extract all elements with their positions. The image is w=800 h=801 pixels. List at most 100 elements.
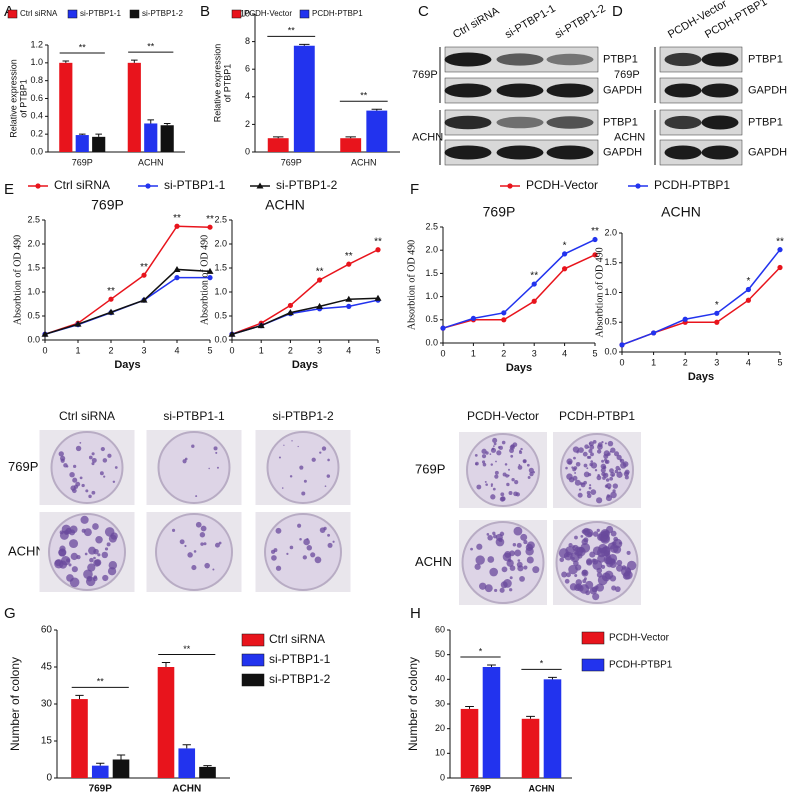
colony: [69, 471, 75, 478]
bar: [157, 667, 175, 778]
colony: [494, 474, 499, 479]
colony: [107, 453, 112, 458]
error-bar: [161, 662, 171, 667]
colony: [590, 460, 594, 463]
colony: [104, 527, 115, 537]
point: [228, 330, 236, 337]
error-bar: [163, 122, 171, 126]
colony: [515, 492, 520, 497]
y-axis-label: Number of colony: [8, 657, 22, 751]
legend-swatch: [241, 653, 265, 667]
colony: [586, 467, 589, 470]
colony: [85, 489, 89, 493]
colony: [582, 451, 588, 457]
colony: [585, 590, 591, 596]
y-tick-label: 0.2: [30, 129, 43, 139]
colony: [508, 490, 513, 495]
point: [345, 295, 353, 302]
colony: [491, 447, 495, 451]
colony: [69, 539, 79, 549]
colony: [289, 475, 293, 478]
point: [682, 316, 688, 322]
legend-label: PCDH-Vector: [609, 633, 670, 644]
colony: [501, 566, 508, 573]
colony: [79, 476, 83, 480]
colony: [582, 527, 591, 536]
x-tick-label: 1: [471, 348, 476, 358]
y-tick-label: 15: [41, 736, 53, 747]
y-tick-label: 50: [435, 649, 445, 659]
colony: [76, 555, 81, 560]
blot-band: [444, 52, 492, 67]
bar: [59, 62, 73, 153]
error-bar: [526, 715, 535, 719]
colony: [327, 542, 333, 548]
colony: [200, 542, 204, 546]
x-tick-label: 1: [651, 357, 656, 367]
point: [107, 308, 115, 315]
blot-band: [664, 115, 702, 130]
blot-band: [701, 115, 739, 130]
colony: [299, 465, 304, 470]
panel-label: C: [418, 3, 429, 20]
legend-marker: [635, 183, 641, 189]
colony: [572, 545, 575, 549]
bar: [92, 136, 106, 152]
x-tick-label: ACHN: [172, 784, 201, 795]
colony: [479, 582, 487, 590]
significance-label: **: [147, 42, 155, 52]
colony: [104, 547, 109, 551]
colony: [65, 527, 72, 535]
colony: [596, 475, 602, 481]
x-tick-label: 769P: [281, 157, 302, 167]
colony: [106, 542, 111, 547]
panel-label: D: [612, 3, 623, 20]
blot-band: [496, 116, 544, 129]
colony: [586, 559, 593, 566]
colony: [319, 451, 322, 454]
colony: [509, 565, 516, 571]
y-tick-label: 0.6: [30, 93, 43, 103]
colony: [564, 578, 570, 584]
y-tick-label: 0: [46, 773, 52, 784]
colony: [301, 491, 306, 496]
colony: [321, 446, 327, 451]
colony: [283, 444, 285, 446]
x-tick-label: 0: [229, 345, 234, 355]
colony: [522, 459, 527, 464]
colony: [493, 442, 497, 446]
colony: [582, 482, 585, 485]
x-axis-label: Days: [114, 359, 140, 371]
colony: [514, 480, 519, 485]
colony: [526, 463, 530, 467]
protein-label: PTBP1: [748, 116, 783, 128]
point: [74, 320, 82, 327]
colony: [499, 496, 505, 502]
colony: [519, 449, 522, 453]
point: [501, 317, 507, 323]
y-axis-label: Absorbtion of OD 490: [12, 235, 23, 325]
panel-label: F: [410, 181, 419, 198]
legend-swatch: [241, 633, 265, 647]
colony: [484, 584, 493, 593]
legend-marker: [256, 182, 264, 189]
colony: [525, 547, 534, 556]
y-tick-label: 1.0: [214, 286, 227, 296]
y-tick-label: 8: [245, 36, 250, 46]
colony: [59, 530, 64, 535]
significance-label: **: [374, 236, 382, 247]
colony: [204, 562, 210, 569]
colony: [208, 467, 210, 470]
x-tick-label: 2: [288, 345, 293, 355]
legend-label: si-PTBP1-1: [269, 652, 331, 666]
colony: [611, 541, 615, 545]
colony: [607, 486, 611, 490]
colony: [561, 571, 568, 578]
significance-label: *: [746, 276, 750, 287]
colony: [603, 530, 610, 536]
point: [375, 247, 381, 253]
point: [440, 325, 446, 331]
colony: [195, 495, 198, 498]
colony: [581, 569, 588, 576]
error-bar: [62, 60, 70, 63]
